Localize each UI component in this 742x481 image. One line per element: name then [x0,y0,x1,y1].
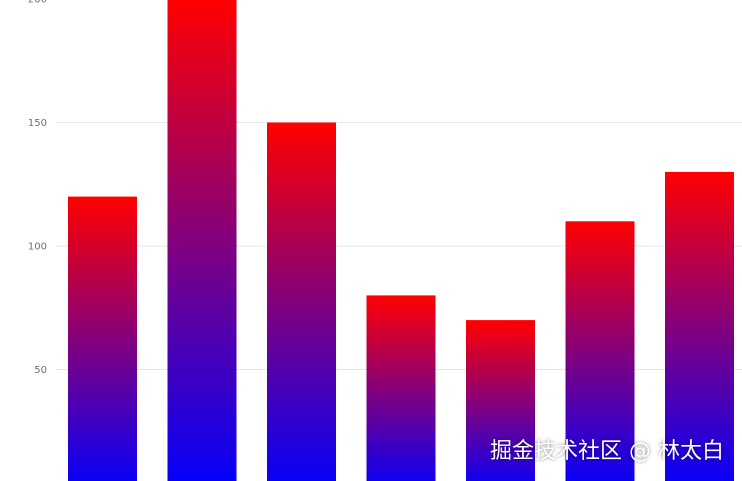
bar[interactable] [68,196,137,481]
bar[interactable] [466,320,535,481]
bar[interactable] [366,295,436,481]
bar[interactable] [267,122,336,481]
y-tick-label: 50 [34,365,47,376]
watermark: 掘金技术社区 @ 林太白 [490,439,724,464]
y-tick-label: 150 [28,118,47,129]
bar[interactable] [665,171,734,481]
bar[interactable] [565,221,635,481]
bar[interactable] [167,0,237,481]
y-tick-label: 100 [28,242,47,253]
y-tick-label: 200 [28,0,47,6]
